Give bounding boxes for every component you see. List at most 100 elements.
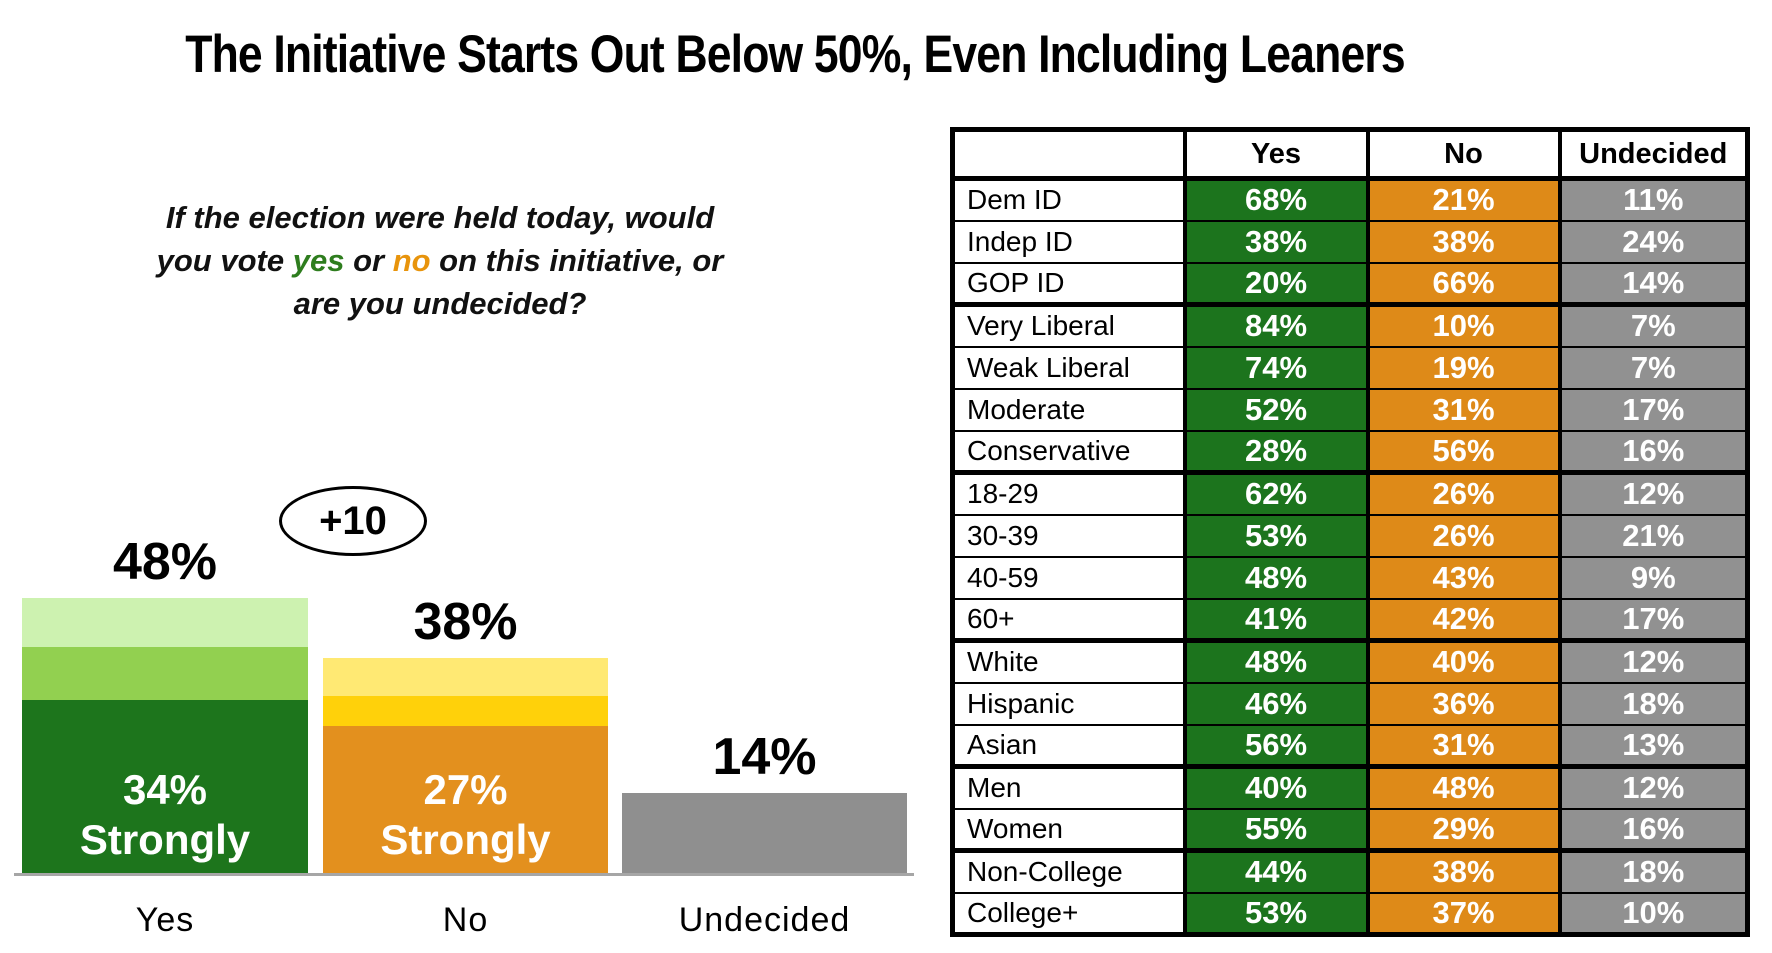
- yes-cell: 53%: [1182, 513, 1370, 558]
- no-cell: 26%: [1365, 513, 1562, 558]
- row-label-cell: Non-College: [950, 849, 1187, 894]
- question-text: you vote: [156, 243, 293, 278]
- yes-cell: 28%: [1182, 429, 1370, 475]
- undecided-cell: 12%: [1557, 765, 1750, 810]
- no-cell: 43%: [1365, 555, 1562, 600]
- axis-label-yes: Yes: [135, 901, 195, 939]
- header-yes: Yes: [1182, 128, 1370, 181]
- bar-segment: [22, 647, 308, 700]
- yes-cell: 46%: [1182, 681, 1370, 726]
- bar-total-label: 38%: [413, 593, 518, 651]
- no-cell: 38%: [1365, 219, 1562, 264]
- bar-yes: 34% Strongly: [22, 598, 308, 873]
- row-label-cell: 40-59: [950, 555, 1187, 600]
- question-text: If the election were held today, would: [165, 200, 715, 235]
- yes-cell: 44%: [1182, 849, 1370, 894]
- row-label-cell: Women: [950, 807, 1187, 853]
- yes-cell: 48%: [1182, 639, 1370, 684]
- table-row: Indep ID 38% 38% 24%: [950, 219, 1750, 264]
- bar-total-label: 14%: [712, 728, 817, 786]
- row-label-cell: Very Liberal: [950, 303, 1187, 348]
- row-label-cell: 60+: [950, 597, 1187, 643]
- header-undecided: Undecided: [1557, 128, 1750, 181]
- no-cell: 48%: [1365, 765, 1562, 810]
- question-text: or: [344, 243, 393, 278]
- bar-no: 27% Strongly: [323, 658, 608, 873]
- no-cell: 36%: [1365, 681, 1562, 726]
- undecided-cell: 18%: [1557, 849, 1750, 894]
- table-row: Very Liberal 84% 10% 7%: [950, 303, 1750, 348]
- undecided-cell: 17%: [1557, 387, 1750, 432]
- axis-label-no: No: [442, 901, 489, 939]
- crosstab-table: Yes No Undecided Dem ID 68% 21% 11% Indep ID 38%…: [950, 127, 1750, 937]
- table-row: Women 55% 29% 16%: [950, 807, 1750, 853]
- table-row: College+ 53% 37% 10%: [950, 891, 1750, 936]
- undecided-cell: 10%: [1557, 891, 1750, 936]
- table-row: 18-29 62% 26% 12%: [950, 471, 1750, 516]
- undecided-cell: 14%: [1557, 261, 1750, 307]
- no-cell: 31%: [1365, 387, 1562, 432]
- header-corner-cell: [950, 128, 1187, 181]
- row-label-cell: White: [950, 639, 1187, 684]
- question-text: are you undecided?: [293, 286, 587, 321]
- no-cell: 66%: [1365, 261, 1562, 307]
- bar-total-label: 48%: [112, 533, 218, 591]
- table-row: Men 40% 48% 12%: [950, 765, 1750, 810]
- table-row: Asian 56% 31% 13%: [950, 723, 1750, 769]
- no-cell: 19%: [1365, 345, 1562, 390]
- no-cell: 40%: [1365, 639, 1562, 684]
- row-label-cell: Men: [950, 765, 1187, 810]
- row-label-cell: 30-39: [950, 513, 1187, 558]
- undecided-cell: 18%: [1557, 681, 1750, 726]
- page-title: The Initiative Starts Out Below 50%, Eve…: [185, 25, 1405, 84]
- yes-cell: 41%: [1182, 597, 1370, 643]
- bar-undecided: [622, 793, 907, 873]
- no-cell: 31%: [1365, 723, 1562, 769]
- yes-cell: 48%: [1182, 555, 1370, 600]
- bar-strongly-label: 34% Strongly: [79, 766, 251, 863]
- question-text: on this initiative, or: [430, 243, 724, 278]
- bar-segment: [622, 793, 907, 873]
- question-line: you vote yes or no on this initiative, o…: [78, 239, 802, 282]
- row-label-cell: 18-29: [950, 471, 1187, 516]
- table-row: 30-39 53% 26% 21%: [950, 513, 1750, 558]
- table-row: Moderate 52% 31% 17%: [950, 387, 1750, 432]
- poll-question: If the election were held today, would yo…: [78, 196, 802, 325]
- no-cell: 56%: [1365, 429, 1562, 475]
- undecided-cell: 7%: [1557, 345, 1750, 390]
- undecided-cell: 11%: [1557, 177, 1750, 222]
- undecided-cell: 21%: [1557, 513, 1750, 558]
- no-cell: 10%: [1365, 303, 1562, 348]
- table-row: White 48% 40% 12%: [950, 639, 1750, 684]
- row-label-cell: Dem ID: [950, 177, 1187, 222]
- bar-strongly-label: 27% Strongly: [380, 766, 551, 863]
- yes-cell: 55%: [1182, 807, 1370, 853]
- undecided-cell: 13%: [1557, 723, 1750, 769]
- table-row: Non-College 44% 38% 18%: [950, 849, 1750, 894]
- chart-baseline: [14, 873, 914, 876]
- undecided-cell: 9%: [1557, 555, 1750, 600]
- row-label-cell: Indep ID: [950, 219, 1187, 264]
- net-margin-badge: +10: [279, 486, 427, 556]
- yes-cell: 84%: [1182, 303, 1370, 348]
- table-row: Weak Liberal 74% 19% 7%: [950, 345, 1750, 390]
- no-cell: 29%: [1365, 807, 1562, 853]
- undecided-cell: 16%: [1557, 807, 1750, 853]
- no-cell: 37%: [1365, 891, 1562, 936]
- question-line: are you undecided?: [78, 282, 802, 325]
- table-header-row: Yes No Undecided: [950, 128, 1750, 181]
- table-row: Dem ID 68% 21% 11%: [950, 177, 1750, 222]
- row-label-cell: Moderate: [950, 387, 1187, 432]
- question-line: If the election were held today, would: [78, 196, 802, 239]
- undecided-cell: 12%: [1557, 639, 1750, 684]
- yes-cell: 62%: [1182, 471, 1370, 516]
- no-word: no: [392, 243, 431, 278]
- yes-cell: 53%: [1182, 891, 1370, 936]
- table-row: GOP ID 20% 66% 14%: [950, 261, 1750, 307]
- bar-segment: [323, 696, 608, 726]
- row-label-cell: GOP ID: [950, 261, 1187, 307]
- no-cell: 38%: [1365, 849, 1562, 894]
- yes-word: yes: [292, 243, 345, 278]
- no-cell: 42%: [1365, 597, 1562, 643]
